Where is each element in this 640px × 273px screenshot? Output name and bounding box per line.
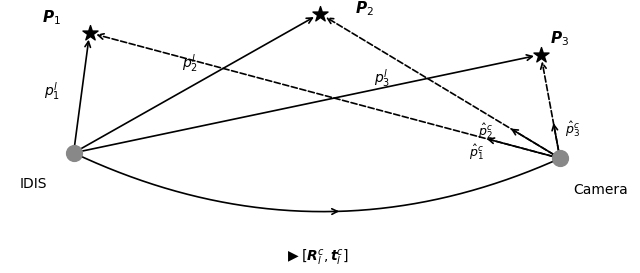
Text: $p_1^l$: $p_1^l$ <box>44 81 60 102</box>
FancyArrowPatch shape <box>98 34 554 156</box>
Text: $\boldsymbol{P}_1$: $\boldsymbol{P}_1$ <box>42 8 61 26</box>
Text: IDIS: IDIS <box>19 177 47 191</box>
Point <box>68 151 79 155</box>
Text: $\boldsymbol{P}_3$: $\boldsymbol{P}_3$ <box>550 30 570 48</box>
Text: $\hat{p}_3^c$: $\hat{p}_3^c$ <box>565 120 580 139</box>
Text: $p_3^l$: $p_3^l$ <box>374 67 390 89</box>
Point <box>536 52 546 57</box>
FancyArrowPatch shape <box>488 138 554 156</box>
FancyArrowPatch shape <box>81 55 532 152</box>
FancyArrowPatch shape <box>552 125 559 152</box>
FancyArrowPatch shape <box>79 18 312 149</box>
FancyArrowPatch shape <box>512 129 554 155</box>
Point <box>84 31 95 35</box>
Point <box>555 156 565 161</box>
FancyArrowPatch shape <box>74 41 90 146</box>
Text: Camera: Camera <box>573 183 628 197</box>
Text: $\boldsymbol{P}_2$: $\boldsymbol{P}_2$ <box>355 0 374 18</box>
Point <box>315 11 325 16</box>
Text: $p_2^l$: $p_2^l$ <box>182 52 198 75</box>
Text: $\hat{p}_1^c$: $\hat{p}_1^c$ <box>468 142 483 162</box>
FancyArrowPatch shape <box>328 18 554 155</box>
Text: $\hat{p}_2^c$: $\hat{p}_2^c$ <box>477 121 493 141</box>
Text: $\blacktriangleright[\boldsymbol{R}_l^c, \boldsymbol{t}_l^c]$: $\blacktriangleright[\boldsymbol{R}_l^c,… <box>285 248 349 268</box>
FancyArrowPatch shape <box>541 63 559 152</box>
